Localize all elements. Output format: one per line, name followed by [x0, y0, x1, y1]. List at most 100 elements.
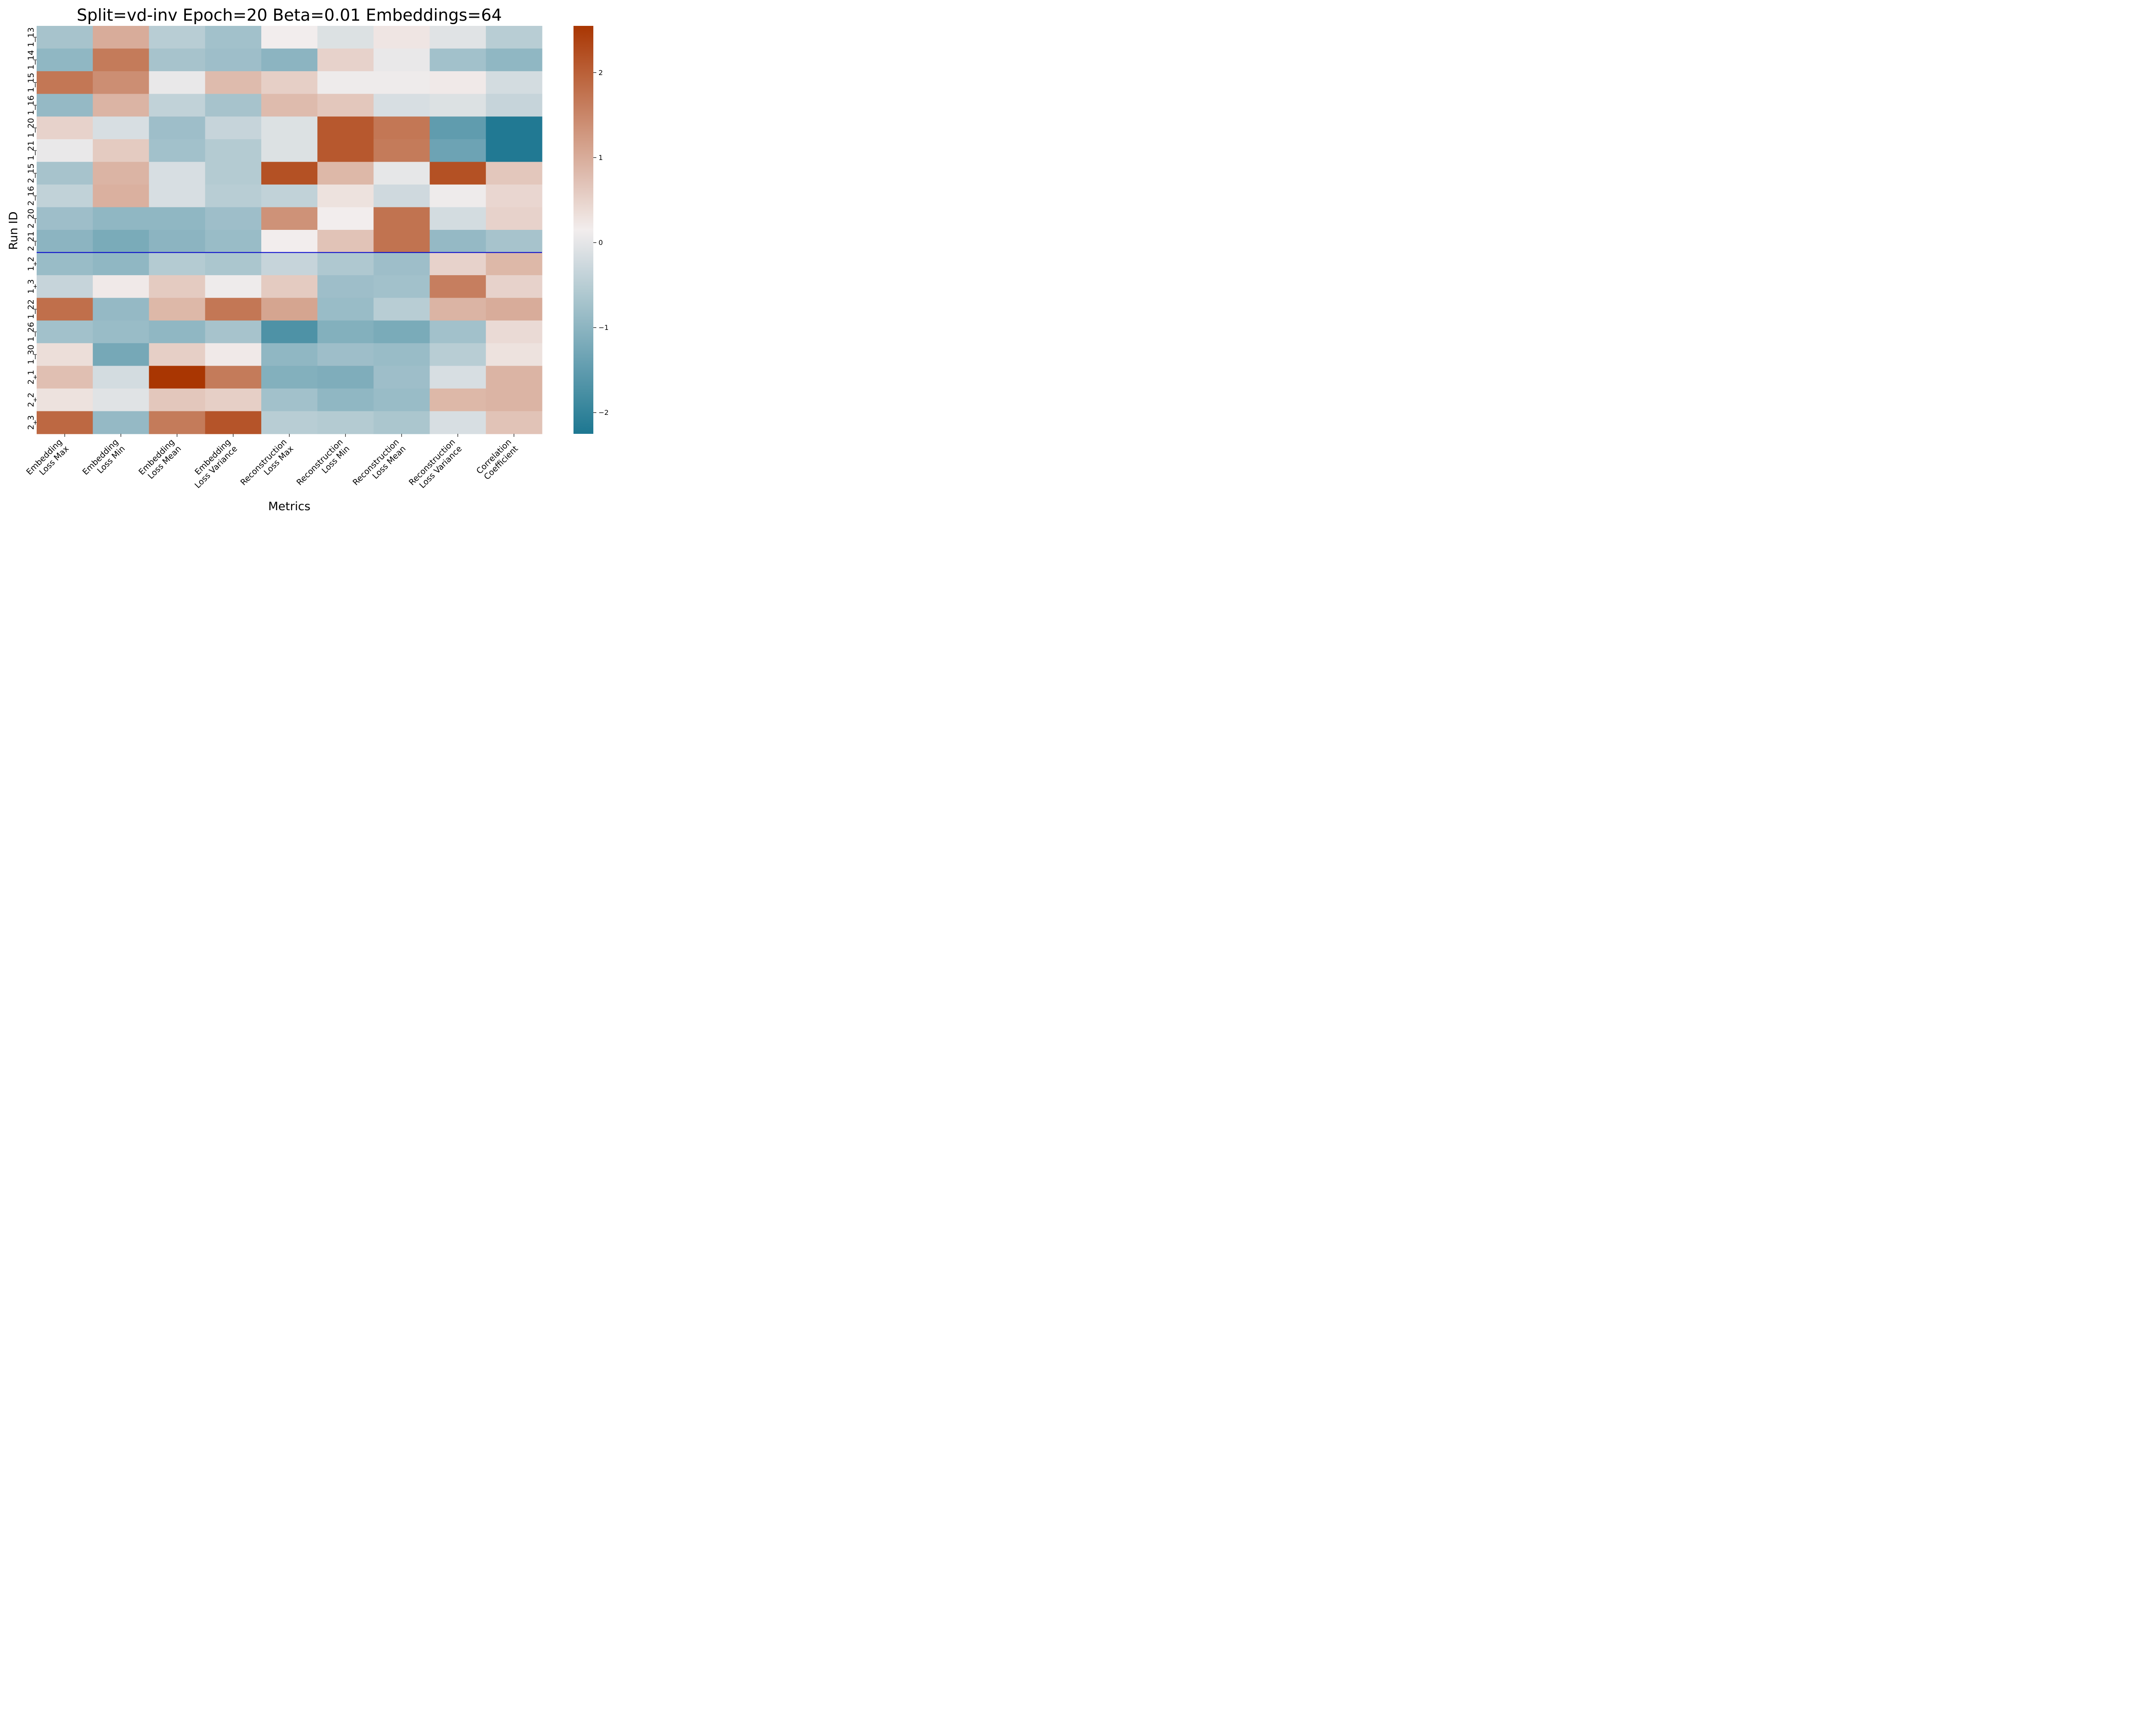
heatmap-cell — [373, 48, 430, 72]
heatmap-cell — [149, 298, 206, 321]
heatmap-cell — [317, 26, 374, 49]
heatmap-cell — [317, 207, 374, 230]
heatmap-cell — [486, 275, 542, 298]
heatmap-cell — [486, 207, 542, 230]
heatmap-cell — [149, 71, 206, 94]
heatmap-cell — [93, 298, 150, 321]
y-tick-label: 1_14 — [26, 50, 36, 70]
y-tick-label: 1_13 — [26, 27, 36, 47]
heatmap-cell — [205, 320, 262, 344]
heatmap-cell — [205, 343, 262, 366]
heatmap-cell — [37, 411, 93, 434]
heatmap-cell — [149, 207, 206, 230]
heatmap-cell — [261, 184, 318, 208]
heatmap-cell — [93, 116, 150, 140]
colorbar-tick-label: −2 — [599, 408, 609, 417]
heatmap-cell — [37, 139, 93, 162]
heatmap-cell — [261, 162, 318, 185]
heatmap-cell — [149, 275, 206, 298]
heatmap-cell — [37, 366, 93, 389]
y-tick-label: 2_21 — [26, 231, 36, 251]
heatmap-cell — [93, 388, 150, 412]
heatmap-cell — [261, 388, 318, 412]
heatmap-cell — [149, 230, 206, 253]
heatmap-cell — [373, 411, 430, 434]
heatmap-cell — [373, 71, 430, 94]
heatmap-cell — [149, 388, 206, 412]
y-tick-label: 2_2 — [26, 392, 36, 407]
chart-title: Split=vd-inv Epoch=20 Beta=0.01 Embeddin… — [77, 6, 502, 25]
heatmap-cell — [149, 139, 206, 162]
heatmap-cell — [205, 48, 262, 72]
heatmap-cell — [486, 26, 542, 49]
heatmap-cell — [149, 184, 206, 208]
y-axis-label: Run ID — [7, 211, 20, 250]
heatmap-cell — [317, 162, 374, 185]
heatmap-cell — [373, 116, 430, 140]
heatmap-cell — [429, 298, 486, 321]
heatmap-cell — [429, 366, 486, 389]
y-tick-label: 1_22 — [26, 299, 36, 319]
heatmap-cell — [149, 320, 206, 344]
heatmap-cell — [373, 252, 430, 276]
heatmap-cell — [37, 94, 93, 117]
y-tick-label: 1_21 — [26, 141, 36, 160]
heatmap-cell — [261, 116, 318, 140]
heatmap-cell — [37, 207, 93, 230]
heatmap-cell — [93, 184, 150, 208]
y-tick-label: 2_16 — [26, 186, 36, 206]
heatmap-cell — [373, 298, 430, 321]
heatmap-cell — [37, 116, 93, 140]
heatmap-cell — [261, 71, 318, 94]
y-tick-label: 1_30 — [26, 345, 36, 364]
heatmap-cell — [149, 252, 206, 276]
heatmap-cell — [429, 411, 486, 434]
heatmap-cell — [37, 184, 93, 208]
heatmap-cell — [261, 411, 318, 434]
heatmap-cell — [486, 343, 542, 366]
heatmap-cell — [261, 343, 318, 366]
colorbar-gradient — [573, 26, 593, 434]
heatmap-cell — [373, 207, 430, 230]
heatmap-cell — [261, 26, 318, 49]
heatmap-cell — [205, 230, 262, 253]
heatmap-cell — [317, 230, 374, 253]
colorbar: −2 −1 0 1 2 — [573, 26, 609, 434]
heatmap-cell — [261, 207, 318, 230]
heatmap-cell — [205, 366, 262, 389]
heatmap-cell — [317, 252, 374, 276]
heatmap-chart: Split=vd-inv Epoch=20 Beta=0.01 Embeddin… — [0, 0, 666, 521]
heatmap-cell — [373, 388, 430, 412]
x-axis-label: Metrics — [268, 500, 310, 513]
heatmap-cell — [317, 94, 374, 117]
heatmap-cell — [93, 71, 150, 94]
y-tick-label: 1_16 — [26, 95, 36, 115]
y-tick-label: 1_26 — [26, 322, 36, 342]
heatmap-cell — [429, 343, 486, 366]
heatmap-cell — [205, 26, 262, 49]
heatmap-cell — [37, 26, 93, 49]
y-tick-label: 2_1 — [26, 370, 36, 385]
heatmap-cell — [429, 26, 486, 49]
heatmap-cell — [261, 366, 318, 389]
heatmap-cell — [486, 252, 542, 276]
heatmap-cell — [149, 366, 206, 389]
heatmap-cell — [37, 343, 93, 366]
heatmap-cell — [37, 252, 93, 276]
heatmap-cell — [429, 252, 486, 276]
y-tick-label: 1_15 — [26, 73, 36, 93]
heatmap-cell — [317, 184, 374, 208]
heatmap-cell — [486, 139, 542, 162]
heatmap-cell — [429, 71, 486, 94]
heatmap-cell — [317, 139, 374, 162]
heatmap-cell — [37, 275, 93, 298]
colorbar-tick-label: −1 — [599, 323, 609, 332]
heatmap-cell — [205, 275, 262, 298]
heatmap-cell — [205, 252, 262, 276]
heatmap-cell — [317, 366, 374, 389]
heatmap-cell — [373, 366, 430, 389]
heatmap-cell — [373, 275, 430, 298]
heatmap-cell — [261, 320, 318, 344]
heatmap-cell — [429, 388, 486, 412]
heatmap-cell — [37, 71, 93, 94]
